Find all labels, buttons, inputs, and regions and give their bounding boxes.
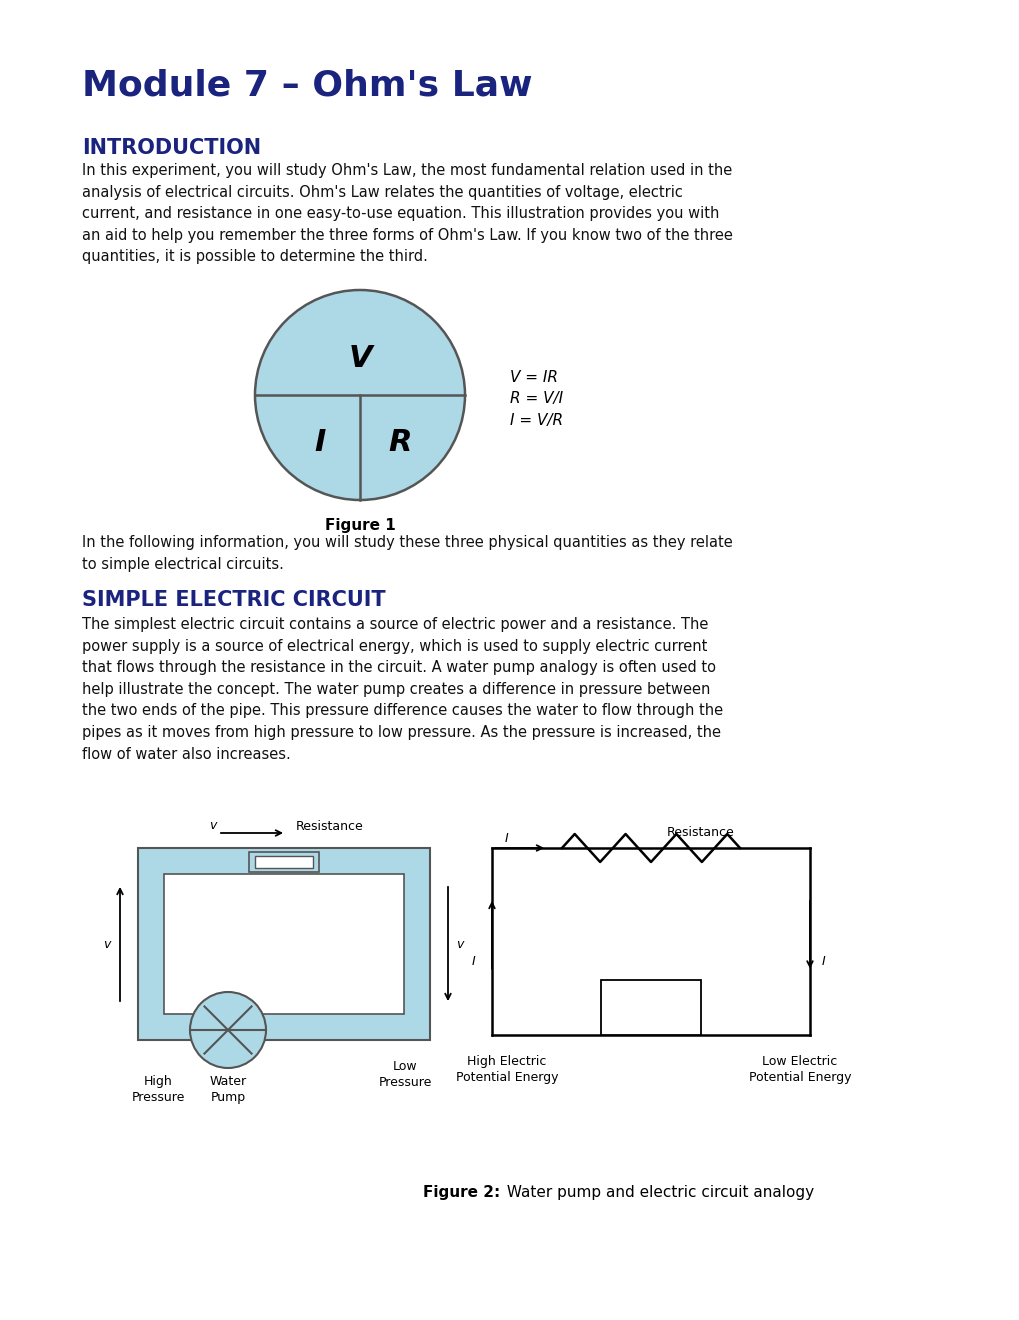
Text: Module 7 – Ohm's Law: Module 7 – Ohm's Law: [82, 69, 532, 102]
Circle shape: [255, 290, 465, 500]
Text: v: v: [455, 937, 463, 950]
Text: INTRODUCTION: INTRODUCTION: [82, 139, 261, 158]
Text: Supply: Supply: [629, 1008, 672, 1022]
Text: SIMPLE ELECTRIC CIRCUIT: SIMPLE ELECTRIC CIRCUIT: [82, 590, 385, 610]
Text: I: I: [314, 428, 325, 457]
Text: v: v: [103, 937, 110, 950]
Bar: [164, 874, 404, 1014]
Text: Power: Power: [632, 993, 669, 1006]
Text: Low
Pressure: Low Pressure: [378, 1060, 431, 1089]
Text: R = V/I: R = V/I: [510, 392, 562, 407]
Text: Resistance: Resistance: [296, 821, 364, 833]
Text: v: v: [209, 818, 216, 832]
Text: Low Electric
Potential Energy: Low Electric Potential Energy: [748, 1055, 851, 1084]
Text: Water
Pump: Water Pump: [209, 1074, 247, 1104]
Circle shape: [190, 993, 266, 1068]
Bar: [255, 855, 313, 869]
Text: Resistance: Resistance: [666, 826, 734, 840]
Bar: [600, 979, 700, 1035]
Text: R: R: [388, 428, 412, 457]
Text: +: +: [608, 998, 620, 1012]
Text: Figure 2:: Figure 2:: [422, 1185, 499, 1200]
Bar: [249, 851, 319, 873]
Text: −: −: [681, 998, 692, 1012]
Text: In this experiment, you will study Ohm's Law, the most fundamental relation used: In this experiment, you will study Ohm's…: [82, 162, 733, 264]
Text: I: I: [504, 832, 508, 845]
Text: High Electric
Potential Energy: High Electric Potential Energy: [455, 1055, 557, 1084]
Bar: [138, 847, 430, 1040]
Text: I: I: [472, 954, 476, 968]
Text: Water pump and electric circuit analogy: Water pump and electric circuit analogy: [501, 1185, 813, 1200]
Text: High
Pressure: High Pressure: [131, 1074, 184, 1104]
Text: I: I: [821, 954, 825, 968]
Text: V: V: [347, 343, 372, 372]
Text: The simplest electric circuit contains a source of electric power and a resistan: The simplest electric circuit contains a…: [82, 616, 722, 762]
Text: Figure 1: Figure 1: [324, 517, 395, 533]
Text: V = IR: V = IR: [510, 370, 557, 384]
Text: In the following information, you will study these three physical quantities as : In the following information, you will s…: [82, 535, 732, 572]
Text: I = V/R: I = V/R: [510, 413, 562, 429]
